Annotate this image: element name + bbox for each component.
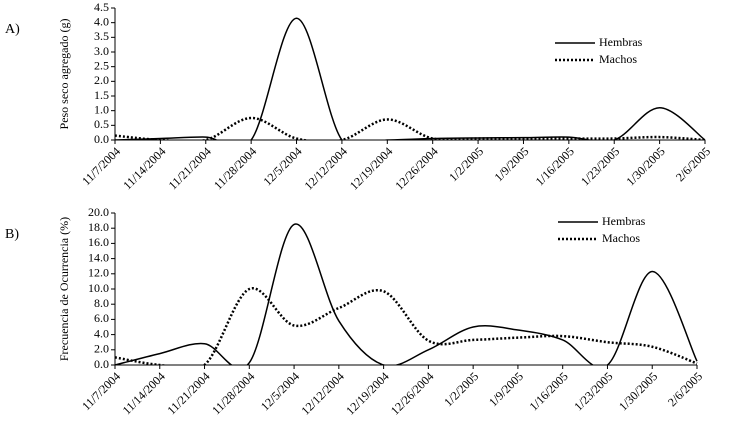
y-axis-label: Frecuencia de Ocurrencia (%) [57, 217, 71, 361]
y-tick-label: 8.0 [94, 296, 109, 310]
x-tick-label: 1/16/2005 [526, 369, 570, 413]
x-tick-label: 1/9/2005 [491, 144, 531, 184]
y-tick-label: 4.0 [94, 326, 109, 340]
x-tick-label: 11/14/2004 [120, 369, 168, 417]
y-tick-label: 18.0 [88, 220, 109, 234]
y-tick-label: 10.0 [88, 281, 109, 295]
x-tick-label: 11/7/2004 [79, 369, 123, 413]
x-tick-label: 12/26/2004 [392, 144, 441, 193]
x-tick-label: 11/28/2004 [209, 369, 257, 417]
x-tick-label: 1/30/2005 [623, 144, 667, 188]
y-tick-label: 3.5 [94, 29, 109, 43]
legend-label: Hembras [602, 214, 646, 228]
x-tick-label: 1/2/2005 [441, 369, 481, 409]
x-tick-label: 12/19/2004 [347, 144, 396, 193]
x-tick-label: 12/12/2004 [298, 369, 347, 418]
legend-label: Machos [602, 231, 640, 245]
x-tick-label: 1/30/2005 [616, 369, 660, 413]
x-tick-label: 2/6/2005 [673, 144, 713, 184]
y-tick-label: 2.5 [94, 58, 109, 72]
x-tick-label: 12/19/2004 [343, 369, 392, 418]
y-tick-label: 2.0 [94, 73, 109, 87]
y-tick-label: 12.0 [88, 266, 109, 280]
x-tick-label: 11/14/2004 [120, 144, 168, 192]
y-tick-label: 14.0 [88, 250, 109, 264]
y-tick-label: 2.0 [94, 342, 109, 356]
y-tick-label: 0.0 [94, 132, 109, 146]
x-tick-label: 1/16/2005 [533, 144, 577, 188]
x-tick-label: 11/21/2004 [164, 369, 212, 417]
y-tick-label: 1.0 [94, 102, 109, 116]
x-tick-label: 12/5/2004 [258, 369, 302, 413]
y-tick-label: 4.0 [94, 14, 109, 28]
series-line [115, 287, 698, 365]
series-line [115, 223, 698, 365]
x-tick-label: 11/7/2004 [79, 144, 123, 188]
panel-label: A) [5, 22, 20, 37]
y-tick-label: 4.5 [94, 0, 109, 14]
panel-label: B) [5, 227, 19, 242]
x-tick-label: 11/28/2004 [211, 144, 259, 192]
x-tick-label: 1/23/2005 [578, 144, 622, 188]
x-tick-label: 2/6/2005 [665, 369, 705, 409]
x-tick-label: 1/2/2005 [446, 144, 486, 184]
y-tick-label: 3.0 [94, 44, 109, 58]
y-tick-label: 20.0 [88, 205, 109, 219]
x-tick-label: 12/26/2004 [388, 369, 437, 418]
x-tick-label: 11/21/2004 [166, 144, 214, 192]
legend-label: Machos [599, 52, 637, 66]
y-tick-label: 6.0 [94, 311, 109, 325]
x-tick-label: 12/12/2004 [301, 144, 350, 193]
y-tick-label: 1.5 [94, 88, 109, 102]
x-tick-label: 12/5/2004 [260, 144, 304, 188]
y-tick-label: 16.0 [88, 235, 109, 249]
y-axis-label: Peso seco agregado (g) [57, 19, 71, 130]
y-tick-label: 0.5 [94, 117, 109, 131]
series-line [115, 116, 706, 140]
legend-label: Hembras [599, 35, 643, 49]
x-tick-label: 1/9/2005 [486, 369, 526, 409]
y-tick-label: 0.0 [94, 357, 109, 371]
x-tick-label: 1/23/2005 [571, 369, 615, 413]
